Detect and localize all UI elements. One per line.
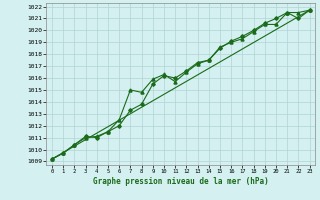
X-axis label: Graphe pression niveau de la mer (hPa): Graphe pression niveau de la mer (hPa)	[93, 177, 269, 186]
